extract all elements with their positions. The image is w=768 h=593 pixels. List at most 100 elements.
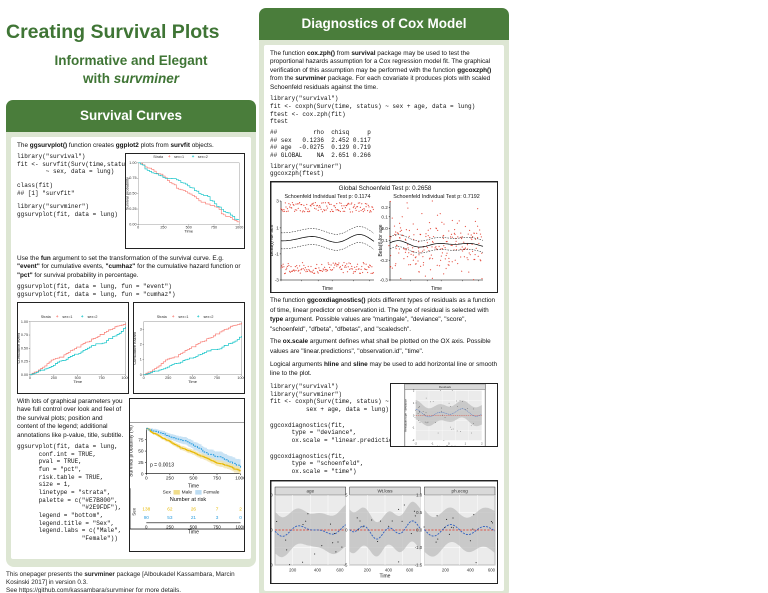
- svg-text:Global Schoenfeld Test p: 0.26: Global Schoenfeld Test p: 0.2658: [339, 185, 432, 192]
- svg-text:Strata: Strata: [153, 155, 164, 159]
- svg-text:0.5: 0.5: [416, 509, 423, 514]
- svg-text:600: 600: [488, 567, 496, 572]
- svg-text:sex=2: sex=2: [198, 155, 208, 159]
- svg-text:+: +: [192, 154, 195, 159]
- svg-text:750: 750: [99, 376, 105, 380]
- svg-text:Beta(t) for sex: Beta(t) for sex: [271, 224, 275, 256]
- svg-text:1.00: 1.00: [21, 320, 28, 324]
- svg-text:3: 3: [276, 198, 279, 203]
- svg-text:1: 1: [276, 225, 279, 230]
- svg-text:Time: Time: [188, 483, 199, 489]
- svg-text:250: 250: [160, 226, 166, 230]
- svg-text:0.75: 0.75: [21, 333, 28, 337]
- svg-text:sex=2: sex=2: [87, 315, 97, 319]
- svg-text:0.25: 0.25: [129, 207, 136, 211]
- svg-text:0.0: 0.0: [416, 527, 423, 532]
- svg-text:-5: -5: [344, 562, 348, 567]
- svg-text:600: 600: [336, 567, 344, 572]
- svg-text:Time: Time: [380, 573, 391, 579]
- svg-text:0: 0: [141, 471, 144, 477]
- svg-text:sex=1: sex=1: [62, 315, 72, 319]
- svg-text:+: +: [81, 314, 84, 319]
- svg-text:0.2: 0.2: [381, 205, 388, 210]
- svg-text:21: 21: [191, 514, 197, 519]
- svg-text:0.75: 0.75: [129, 176, 136, 180]
- svg-text:3: 3: [140, 327, 142, 331]
- svg-text:0.1: 0.1: [381, 214, 388, 219]
- svg-text:Sex: Sex: [131, 507, 136, 516]
- svg-text:Time: Time: [184, 229, 193, 234]
- svg-text:age: age: [306, 488, 314, 493]
- svg-text:138: 138: [142, 506, 150, 511]
- svg-text:750: 750: [214, 376, 220, 380]
- svg-text:50: 50: [138, 448, 144, 454]
- svg-text:1.0: 1.0: [416, 492, 423, 497]
- svg-text:25: 25: [138, 460, 144, 466]
- svg-text:Survival probability: Survival probability: [126, 177, 130, 210]
- svg-text:-1.5: -1.5: [415, 562, 423, 567]
- svg-text:Female: Female: [203, 489, 219, 495]
- svg-text:750: 750: [213, 524, 221, 529]
- svg-text:Time: Time: [188, 529, 199, 535]
- svg-text:0.50: 0.50: [21, 346, 28, 350]
- svg-text:500: 500: [190, 524, 198, 529]
- svg-text:Strata: Strata: [41, 315, 52, 319]
- svg-text:750: 750: [213, 475, 221, 481]
- svg-text:Time: Time: [431, 286, 442, 292]
- svg-text:Residuals type - deviance: Residuals type - deviance: [403, 399, 407, 432]
- svg-text:0.00: 0.00: [129, 223, 136, 227]
- svg-text:0.00: 0.00: [21, 373, 28, 377]
- svg-text:+: +: [172, 314, 175, 319]
- svg-text:62: 62: [167, 506, 173, 511]
- svg-text:Wt.loss: Wt.loss: [377, 488, 393, 493]
- svg-text:250: 250: [166, 475, 174, 481]
- svg-text:0: 0: [143, 376, 145, 380]
- svg-text:400: 400: [385, 567, 393, 572]
- svg-text:p = 0.0013: p = 0.0013: [150, 462, 174, 468]
- svg-text:Schoenfeld Individual Test p:: Schoenfeld Individual Test p: 0.1174: [284, 194, 370, 200]
- svg-text:ph.ecog: ph.ecog: [452, 488, 469, 493]
- svg-text:Time: Time: [188, 379, 197, 384]
- svg-text:Cumulative event: Cumulative event: [18, 332, 21, 363]
- svg-text:Strata: Strata: [157, 315, 168, 319]
- svg-text:0.50: 0.50: [129, 192, 136, 196]
- svg-text:90: 90: [144, 514, 150, 519]
- svg-text:2: 2: [140, 342, 142, 346]
- svg-text:400: 400: [314, 567, 322, 572]
- svg-text:sex=2: sex=2: [203, 315, 213, 319]
- svg-text:-1: -1: [275, 251, 280, 256]
- svg-text:-0.3: -0.3: [380, 277, 388, 282]
- svg-text:1000: 1000: [236, 524, 245, 529]
- svg-text:sex=1: sex=1: [174, 155, 184, 159]
- svg-text:1000: 1000: [237, 376, 245, 380]
- svg-text:0: 0: [140, 373, 142, 377]
- svg-text:500: 500: [189, 475, 197, 481]
- svg-text:1.00: 1.00: [129, 161, 136, 165]
- svg-text:Time: Time: [73, 379, 82, 384]
- svg-text:Residuals: Residuals: [439, 385, 452, 389]
- svg-text:0: 0: [145, 475, 148, 481]
- svg-text:Survival probability (%): Survival probability (%): [130, 425, 134, 477]
- svg-text:sex=1: sex=1: [178, 315, 188, 319]
- svg-text:200: 200: [289, 567, 297, 572]
- svg-text:250: 250: [51, 376, 57, 380]
- svg-text:1000: 1000: [121, 376, 129, 380]
- svg-text:Time: Time: [322, 286, 333, 292]
- svg-text:Beta(t) for age: Beta(t) for age: [378, 224, 384, 256]
- svg-text:26: 26: [191, 506, 197, 511]
- svg-text:250: 250: [165, 376, 171, 380]
- svg-text:2: 2: [239, 506, 242, 511]
- svg-text:600: 600: [406, 567, 414, 572]
- svg-text:+: +: [56, 314, 59, 319]
- svg-text:Sex: Sex: [163, 489, 172, 495]
- svg-text:1: 1: [140, 357, 142, 361]
- svg-text:-1.0: -1.0: [415, 544, 423, 549]
- svg-text:1000: 1000: [235, 475, 245, 481]
- svg-text:75: 75: [138, 437, 144, 443]
- svg-text:Schoenfeld Individual Test p:: Schoenfeld Individual Test p: 0.7192: [393, 194, 480, 200]
- svg-text:Number at risk: Number at risk: [170, 497, 207, 503]
- svg-text:250: 250: [166, 524, 174, 529]
- svg-text:Cumulative hazard: Cumulative hazard: [134, 332, 137, 365]
- svg-text:0.25: 0.25: [21, 359, 28, 363]
- svg-text:-0.2: -0.2: [380, 258, 388, 263]
